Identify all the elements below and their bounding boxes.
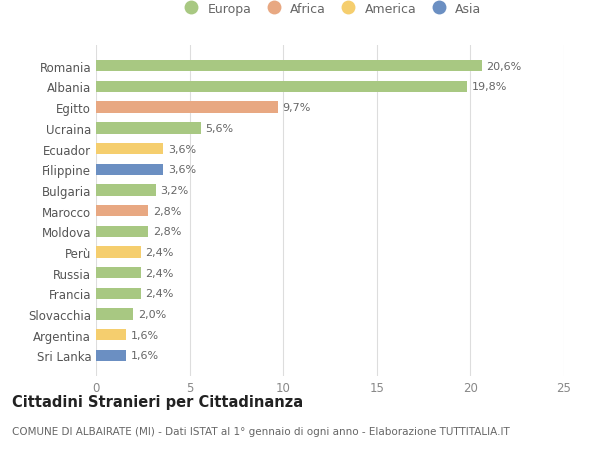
Text: Cittadini Stranieri per Cittadinanza: Cittadini Stranieri per Cittadinanza [12,394,303,409]
Bar [96,309,133,320]
Text: 2,4%: 2,4% [146,247,174,257]
Bar [96,185,156,196]
Text: 19,8%: 19,8% [472,82,507,92]
Bar [96,206,148,217]
Bar [96,350,126,361]
Text: 2,4%: 2,4% [146,289,174,299]
Text: 2,8%: 2,8% [153,206,181,216]
Text: 5,6%: 5,6% [206,123,233,134]
Text: 3,2%: 3,2% [161,185,189,196]
Text: 1,6%: 1,6% [131,330,159,340]
Bar [96,82,467,93]
Bar [96,247,141,258]
Bar [96,102,278,113]
Text: 20,6%: 20,6% [487,62,521,72]
Text: 3,6%: 3,6% [168,165,196,175]
Text: COMUNE DI ALBAIRATE (MI) - Dati ISTAT al 1° gennaio di ogni anno - Elaborazione : COMUNE DI ALBAIRATE (MI) - Dati ISTAT al… [12,426,510,436]
Text: 3,6%: 3,6% [168,144,196,154]
Text: 9,7%: 9,7% [282,103,311,113]
Bar [96,123,201,134]
Text: 1,6%: 1,6% [131,351,159,361]
Bar [96,61,482,72]
Bar [96,226,148,237]
Bar [96,144,163,155]
Bar [96,288,141,299]
Bar [96,268,141,279]
Text: 2,4%: 2,4% [146,268,174,278]
Legend: Europa, Africa, America, Asia: Europa, Africa, America, Asia [179,3,481,16]
Bar [96,164,163,175]
Bar [96,330,126,341]
Text: 2,0%: 2,0% [138,309,166,319]
Text: 2,8%: 2,8% [153,227,181,237]
